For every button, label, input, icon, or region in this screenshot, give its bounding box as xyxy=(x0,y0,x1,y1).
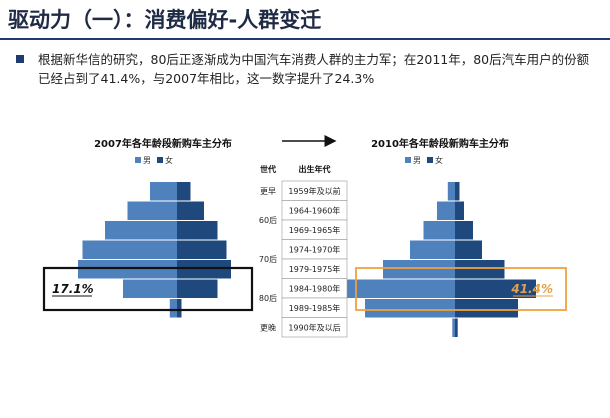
highlight-value: 41.4% xyxy=(510,282,553,296)
legend-swatch-male xyxy=(135,157,141,163)
legend-label-female: 女 xyxy=(435,155,443,165)
bar-female xyxy=(177,221,218,240)
bar-female xyxy=(177,260,231,279)
generation-label: 更早 xyxy=(260,187,276,196)
category-label: 1959年及以前 xyxy=(288,186,340,196)
bar-male xyxy=(78,260,177,279)
legend-label-male: 男 xyxy=(413,156,421,165)
category-label: 1964-1960年 xyxy=(289,205,341,215)
bar-female xyxy=(177,299,182,318)
bar-female xyxy=(455,240,482,259)
bar-male xyxy=(423,221,455,240)
bar-female xyxy=(177,240,227,259)
highlight-box-80s xyxy=(42,266,254,312)
bar-female xyxy=(455,201,464,220)
highlight-value: 17.1% xyxy=(52,282,94,296)
bar-male xyxy=(123,279,177,298)
generation-label: 70后 xyxy=(259,254,277,264)
category-label: 1974-1970年 xyxy=(289,244,341,254)
bar-female xyxy=(455,318,458,337)
bar-male xyxy=(447,182,455,201)
category-label: 1984-1980年 xyxy=(289,283,341,293)
body-text-block: 根据新华信的研究，80后正逐渐成为中国汽车消费人群的主力军；在2011年，80后… xyxy=(16,50,601,88)
legend-label-female: 女 xyxy=(165,155,173,165)
bar-female xyxy=(455,279,536,298)
column-header-generation: 世代 xyxy=(260,164,276,174)
legend-label-male: 男 xyxy=(143,156,151,165)
category-label: 1990年及以后 xyxy=(288,322,340,332)
bar-male xyxy=(127,201,177,220)
bar-female xyxy=(455,260,505,279)
legend-swatch-female xyxy=(157,157,163,163)
bullet-icon xyxy=(16,55,24,63)
generation-label: 80后 xyxy=(259,293,277,303)
bar-female xyxy=(177,182,191,201)
bar-female xyxy=(455,182,460,201)
bar-male xyxy=(383,260,455,279)
bar-female xyxy=(455,221,473,240)
bar-male xyxy=(105,221,177,240)
highlight-box-80s xyxy=(355,267,567,311)
category-table: 世代 出生年代 1959年及以前 1964-1960年 1969-1965年 1974-1… xyxy=(259,164,348,338)
bar-male xyxy=(452,318,455,337)
category-label: 1969-1965年 xyxy=(289,225,341,235)
legend-swatch-female xyxy=(427,157,433,163)
panel-title: 2007年各年龄段新购车主分布 xyxy=(94,137,232,150)
category-label: 1989-1985年 xyxy=(289,303,341,313)
bar-male xyxy=(365,299,455,318)
bar-female xyxy=(455,299,518,318)
bar-male xyxy=(150,182,177,201)
bar-male xyxy=(338,279,455,298)
category-cell xyxy=(281,317,348,338)
bar-male xyxy=(169,299,177,318)
bar-female xyxy=(177,201,204,220)
bar-male xyxy=(82,240,177,259)
bar-male xyxy=(437,201,455,220)
slide-title: 驱动力（一）：消费偏好-人群变迁 xyxy=(8,8,322,32)
generation-label: 更晚 xyxy=(260,322,276,332)
title-divider xyxy=(0,38,610,40)
bar-female xyxy=(177,279,218,298)
body-paragraph: 根据新华信的研究，80后正逐渐成为中国汽车消费人群的主力军；在2011年，80后… xyxy=(38,52,590,86)
legend-swatch-male xyxy=(405,157,411,163)
bar-male xyxy=(410,240,455,259)
column-header-birth-years: 出生年代 xyxy=(299,164,331,174)
category-label: 1979-1975年 xyxy=(289,264,341,274)
panel-title: 2010年各年龄段新购车主分布 xyxy=(371,137,509,150)
generation-label: 60后 xyxy=(259,215,277,225)
